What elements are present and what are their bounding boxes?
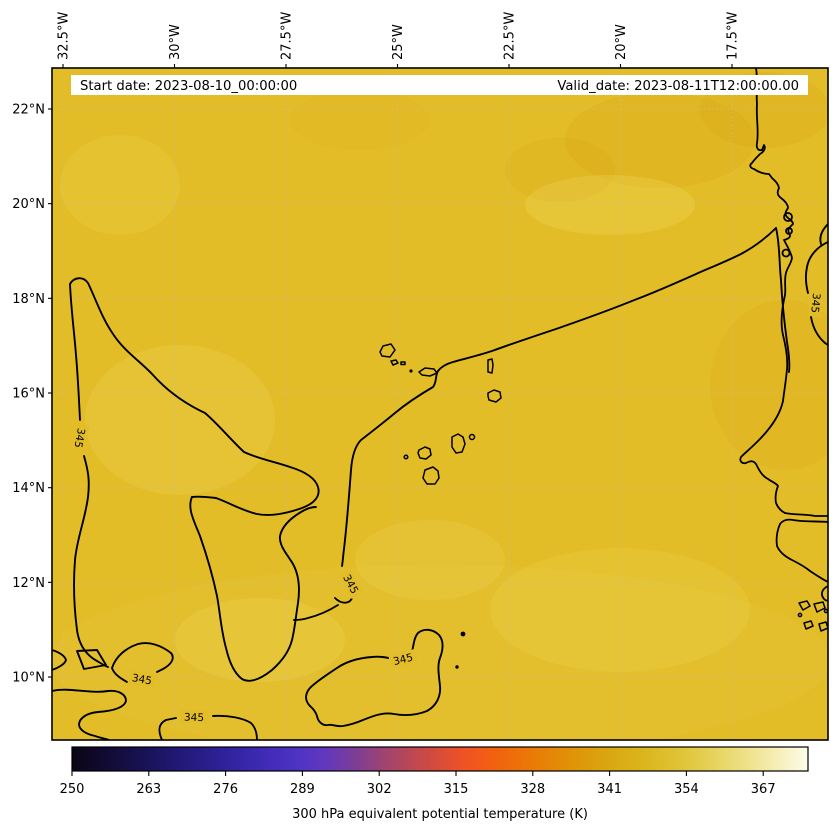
contour-345-west-lobe-left-edge-lower (73, 455, 109, 668)
coast-knot (783, 212, 793, 222)
lon-tick-label: 22.5°W (503, 12, 518, 60)
map-background (52, 68, 828, 740)
coast-knot (785, 227, 793, 235)
svg-text:345: 345 (131, 672, 153, 687)
map-frame (51, 67, 829, 741)
lon-tick-label: 30°W (168, 24, 183, 60)
colorbar-axis: 250 263 276 289 302 315 328 341 354 367 (60, 771, 776, 797)
lat-tick-label: 16°N (12, 387, 45, 402)
contour-345-west-lobe-left-edge-upper (69, 283, 81, 421)
colorbar-tick-label: 367 (751, 782, 776, 797)
contour-speck (460, 631, 466, 637)
valid-date-label: Valid_date: 2023-08-11T12:00:00.00 (557, 79, 799, 94)
contour-345-corner-loop (76, 649, 107, 670)
colorbar-tick-label: 276 (213, 782, 238, 797)
lon-tick-label: 20°W (614, 24, 629, 60)
graticule-gridlines (52, 68, 828, 740)
contour-345-bottom-squiggle-right (212, 714, 258, 740)
longitude-axis: 32.5°W 30°W 27.5°W 25°W 22.5°W 20°W 17.5°W (57, 12, 741, 68)
colorbar-tick-label: 341 (597, 782, 622, 797)
contour-label-345: 345 (388, 648, 418, 669)
contour-label-345: 345 (127, 669, 157, 688)
colorbar-tick-label: 289 (290, 782, 315, 797)
contour-label-345: 345 (180, 709, 208, 724)
contour-345-right-cell-upper (804, 241, 828, 294)
contour-345-corner-bowtie (52, 649, 67, 671)
contour-speck (455, 665, 459, 669)
island-brava (403, 454, 409, 460)
lat-tick-label: 22°N (12, 103, 45, 118)
title-bar (71, 75, 808, 95)
lon-tick-label: 32.5°W (57, 12, 72, 60)
contour-345-arch-tail (189, 496, 317, 682)
island-bissagos (798, 600, 811, 611)
svg-text:345: 345 (72, 427, 87, 449)
lat-tick-label: 12°N (12, 576, 45, 591)
colorbar-caption: 300 hPa equivalent potential temperature… (292, 807, 588, 822)
island-bissagos-dot (797, 612, 803, 618)
island-maio (468, 433, 476, 441)
islet-dot (409, 369, 413, 373)
lat-tick-label: 20°N (12, 197, 45, 212)
lon-tick-label: 27.5°W (280, 12, 295, 60)
colorbar-tick-label: 302 (367, 782, 392, 797)
contour-345-hat-cell-close (111, 667, 128, 683)
contour-345-corner-blob (52, 688, 127, 740)
lon-tick-label: 17.5°W (726, 12, 741, 60)
colorbar-tick-label: 263 (136, 782, 161, 797)
island-sal (487, 358, 494, 374)
contour-345-coastal-strand (775, 227, 791, 373)
lat-tick-label: 14°N (12, 481, 45, 496)
island-santa-luzia (400, 361, 406, 366)
start-date-label: Start date: 2023-08-10_00:00:00 (80, 79, 297, 94)
contour-345-hat-cell (111, 642, 174, 673)
island-south-cell (422, 466, 440, 485)
island-santiago (451, 433, 466, 454)
colorbar-tick-label: 315 (444, 782, 469, 797)
lat-tick-label: 18°N (12, 292, 45, 307)
colorbar-tick-label: 328 (520, 782, 545, 797)
contour-345-bottom-squiggle-left (158, 717, 177, 740)
colorbar-tick-label: 354 (674, 782, 699, 797)
coastline-gambia-north (784, 512, 828, 517)
coastline-gambia-south (779, 518, 828, 525)
coastline-west-africa (739, 68, 794, 514)
coastline-casamance (775, 523, 828, 583)
contour-345-south-blob-left (305, 655, 397, 707)
island-santo-antao (379, 343, 396, 358)
latitude-axis: 22°N 20°N 18°N 16°N 14°N 12°N 10°N (12, 103, 52, 686)
lon-tick-label: 25°W (391, 24, 406, 60)
contour-label-345: 345 (71, 423, 90, 453)
contour-345-right-cell-lower (810, 316, 828, 346)
svg-text:345: 345 (184, 711, 204, 724)
colorbar (71, 746, 809, 772)
contour-345-west-lobe-right-edge (69, 277, 320, 516)
contour-345-diagonal-capeverde (341, 227, 777, 567)
coast-knot (781, 248, 791, 258)
island-bissagos (818, 621, 828, 632)
island-sao-nicolau (418, 367, 438, 377)
svg-text:345: 345 (392, 652, 414, 668)
island-bissagos (813, 601, 826, 613)
svg-text:345: 345 (808, 292, 822, 313)
colorbar-tick-label: 250 (60, 782, 85, 797)
contour-345-diagonal-lower-end (293, 604, 339, 621)
island-boa-vista (487, 389, 502, 403)
lat-tick-label: 10°N (12, 671, 45, 686)
island-fogo (417, 446, 432, 460)
contour-345-right-cell-inner (819, 223, 828, 245)
contour-345-south-blob-right (309, 628, 444, 728)
island-bissagos (803, 620, 814, 630)
island-sao-vicente (390, 359, 399, 366)
contour-label-345: 345 (808, 288, 825, 318)
